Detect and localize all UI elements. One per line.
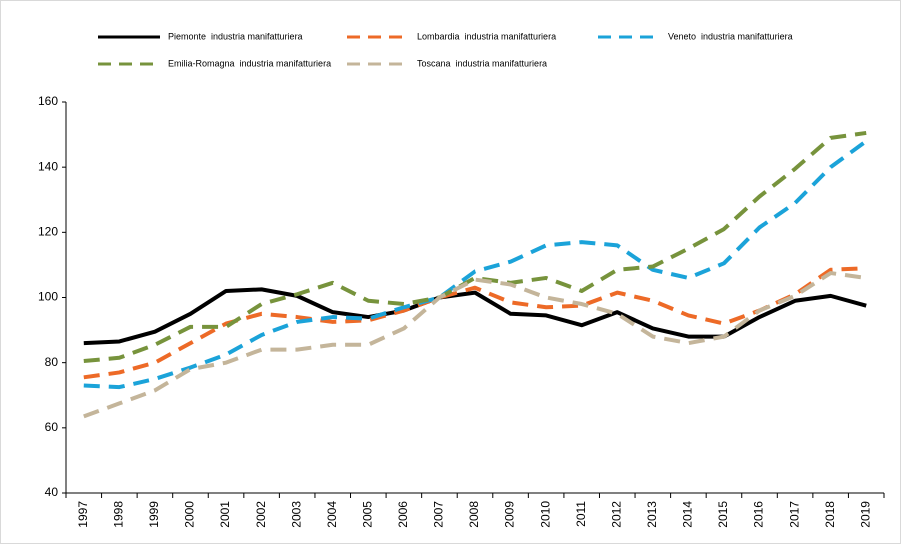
x-tick-label: 1999 bbox=[147, 501, 161, 528]
y-tick-label: 40 bbox=[45, 485, 59, 499]
y-tick-label: 160 bbox=[38, 94, 58, 108]
x-tick-label: 2016 bbox=[752, 501, 766, 528]
y-tick-label: 80 bbox=[45, 355, 59, 369]
series-line bbox=[83, 139, 868, 390]
x-tick-label: 2017 bbox=[787, 501, 801, 528]
x-tick-label: 2012 bbox=[609, 501, 623, 528]
y-tick-label: 100 bbox=[38, 290, 58, 304]
legend-label: Piemonte industria manifatturiera bbox=[168, 31, 303, 41]
x-tick-label: 2010 bbox=[538, 501, 552, 528]
x-tick-label: 2001 bbox=[218, 501, 232, 528]
x-tick-label: 2015 bbox=[716, 501, 730, 528]
y-tick-label: 120 bbox=[38, 225, 58, 239]
y-tick-label: 140 bbox=[38, 159, 58, 173]
x-tick-label: 2007 bbox=[432, 501, 446, 528]
x-tick-label: 1997 bbox=[76, 501, 90, 528]
legend-label: Toscana industria manifatturiera bbox=[417, 58, 547, 68]
x-tick-label: 2013 bbox=[645, 501, 659, 528]
x-tick-label: 2002 bbox=[254, 501, 268, 528]
x-tick-label: 2008 bbox=[467, 501, 481, 528]
x-tick-label: 2005 bbox=[360, 501, 374, 528]
x-tick-label: 1998 bbox=[112, 501, 126, 528]
x-tick-label: 2006 bbox=[396, 501, 410, 528]
legend-label: Emilia-Romagna industria manifatturiera bbox=[168, 58, 331, 68]
x-tick-label: 2014 bbox=[681, 501, 695, 528]
y-tick-label: 60 bbox=[45, 420, 59, 434]
x-tick-label: 2004 bbox=[325, 501, 339, 528]
series-line bbox=[83, 271, 867, 419]
x-tick-label: 2019 bbox=[858, 501, 872, 528]
x-tick-label: 2009 bbox=[503, 501, 517, 528]
series-line bbox=[83, 287, 867, 346]
x-tick-label: 2018 bbox=[823, 501, 837, 528]
legend-label: Veneto industria manifatturiera bbox=[668, 31, 793, 41]
x-tick-label: 2003 bbox=[289, 501, 303, 528]
series-line bbox=[83, 266, 867, 380]
series-line bbox=[83, 130, 867, 364]
legend-label: Lombardia industria manifatturiera bbox=[417, 31, 556, 41]
x-tick-label: 2011 bbox=[574, 501, 588, 527]
x-tick-label: 2000 bbox=[183, 501, 197, 528]
